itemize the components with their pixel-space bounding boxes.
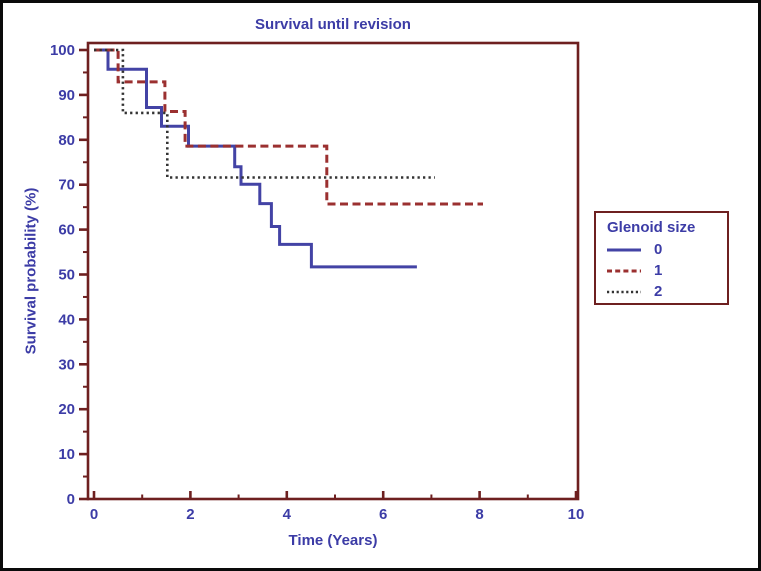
x-tick-label: 10 — [568, 506, 585, 523]
legend-box: Glenoid size 0 1 2 — [594, 211, 729, 305]
x-tick-label: 0 — [90, 506, 98, 523]
legend-item-label: 0 — [654, 241, 663, 258]
dashed-line-swatch — [607, 269, 641, 272]
legend-item-1: 1 — [607, 260, 721, 281]
y-tick-label: 20 — [58, 401, 75, 418]
x-tick-label: 6 — [379, 506, 387, 523]
x-tick-label: 4 — [283, 506, 292, 523]
survival-curve-glenoid-1 — [94, 48, 483, 206]
y-tick-label: 100 — [50, 42, 75, 59]
legend-item-0: 0 — [607, 239, 721, 260]
y-tick-label: 50 — [58, 267, 75, 284]
legend-title: Glenoid size — [607, 219, 696, 236]
legend-item-label: 2 — [654, 283, 663, 300]
y-tick-label: 60 — [58, 222, 75, 239]
y-tick-label: 70 — [58, 177, 75, 194]
y-tick-label: 0 — [67, 491, 75, 508]
legend-item-label: 1 — [654, 262, 663, 279]
survival-curve-glenoid-0 — [94, 48, 417, 269]
y-tick-label: 40 — [58, 311, 75, 328]
solid-line-swatch — [607, 248, 641, 251]
plot-frame — [86, 41, 580, 501]
x-tick-label: 8 — [475, 506, 483, 523]
y-tick-label: 30 — [58, 356, 75, 373]
dotted-line-swatch — [607, 290, 641, 293]
survival-curve-glenoid-2 — [94, 48, 435, 179]
chart-title: Survival until revision — [255, 16, 411, 33]
y-tick-label: 90 — [58, 87, 75, 104]
y-tick-label: 10 — [58, 446, 75, 463]
x-axis-label: Time (Years) — [288, 532, 378, 549]
y-axis-label: Survival probability (%) — [22, 187, 40, 355]
y-tick-label: 80 — [58, 132, 75, 149]
x-tick-label: 2 — [186, 506, 194, 523]
legend-item-2: 2 — [607, 281, 721, 302]
